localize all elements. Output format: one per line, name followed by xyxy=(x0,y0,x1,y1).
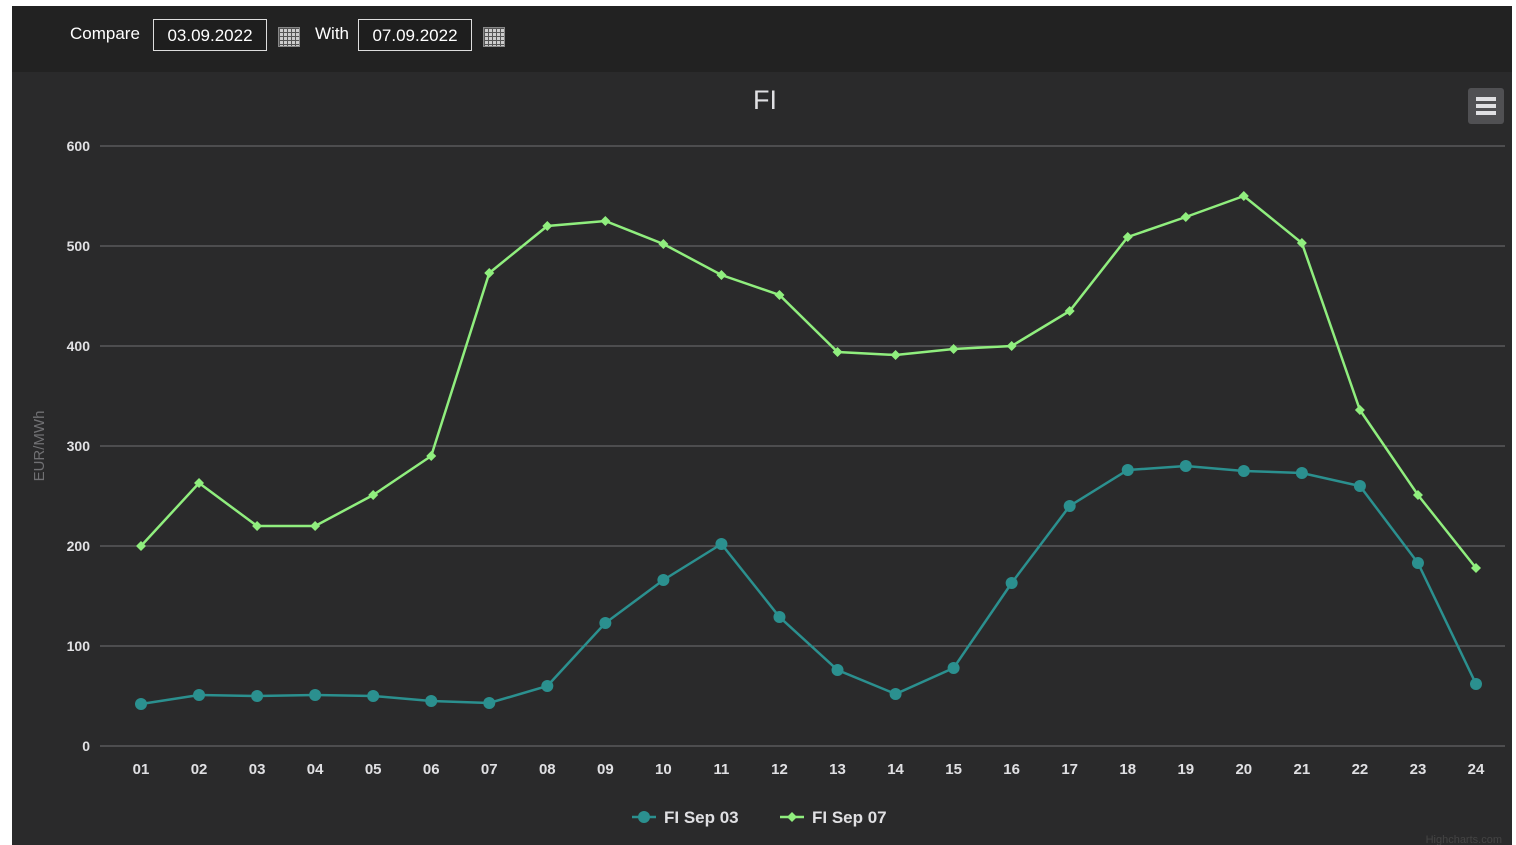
data-point xyxy=(1180,212,1191,222)
series-line xyxy=(140,194,1477,569)
y-tick-label: 300 xyxy=(67,438,91,454)
data-point xyxy=(716,270,727,280)
x-tick-label: 04 xyxy=(307,761,324,778)
calendar-button[interactable] xyxy=(278,27,300,47)
x-tick-label: 17 xyxy=(1061,761,1078,778)
data-point xyxy=(658,239,669,249)
data-point xyxy=(1295,467,1308,479)
chart-title: FI xyxy=(753,85,777,115)
x-tick-label: 18 xyxy=(1119,761,1136,778)
data-point xyxy=(425,695,438,707)
with-label: With xyxy=(315,24,349,43)
x-tick-label: 16 xyxy=(1003,761,1020,778)
data-point xyxy=(1238,191,1249,201)
credits: Highcharts.com xyxy=(1426,834,1502,845)
data-point xyxy=(600,216,611,226)
y-tick-label: 200 xyxy=(67,538,91,554)
screen: Compare 03.09.2022 With 07.09.2022 FI EU… xyxy=(12,6,1512,845)
x-tick-label: 01 xyxy=(133,761,150,778)
x-tick-label: 02 xyxy=(191,761,208,778)
data-point xyxy=(1237,465,1250,477)
legend-label: FI Sep 07 xyxy=(812,808,887,827)
x-tick-label: 21 xyxy=(1294,761,1311,778)
chart: FI EUR/MWh Highcharts.com 0 100 200 300 400 5… xyxy=(31,85,1505,845)
data-point xyxy=(136,541,146,551)
data-point xyxy=(831,664,844,676)
data-point xyxy=(310,521,321,531)
with-date-input[interactable]: 07.09.2022 xyxy=(358,19,472,51)
compare-label: Compare xyxy=(70,24,140,43)
data-point xyxy=(657,574,670,586)
legend-marker xyxy=(638,811,650,823)
data-point xyxy=(1296,238,1307,248)
x-tick-label: 09 xyxy=(597,761,614,778)
data-point xyxy=(890,350,901,360)
data-point xyxy=(426,451,437,461)
y-tick-label: 0 xyxy=(82,738,90,754)
data-point xyxy=(832,347,843,357)
data-point xyxy=(1471,563,1481,573)
x-tick-label: 03 xyxy=(249,761,266,778)
x-tick-label: 05 xyxy=(365,761,382,778)
x-tick-label: 12 xyxy=(771,761,788,778)
data-point xyxy=(948,344,959,354)
x-tick-label: 06 xyxy=(423,761,440,778)
legend-label: FI Sep 03 xyxy=(664,808,739,827)
data-point xyxy=(1353,480,1366,492)
data-point xyxy=(484,268,495,278)
x-tick-label: 10 xyxy=(655,761,672,778)
x-tick-label: 20 xyxy=(1235,761,1252,778)
data-point xyxy=(251,690,264,702)
compare-date-input[interactable]: 03.09.2022 xyxy=(153,19,267,51)
menu-button[interactable] xyxy=(1468,88,1504,124)
data-point xyxy=(1354,405,1365,415)
data-point xyxy=(1005,577,1018,589)
y-tick-label: 400 xyxy=(67,338,91,354)
data-point xyxy=(252,521,263,531)
data-point xyxy=(889,688,902,700)
data-point xyxy=(599,617,612,629)
x-tick-label: 07 xyxy=(481,761,498,778)
x-tick-label: 15 xyxy=(945,761,962,778)
toolbar: Compare 03.09.2022 With 07.09.2022 xyxy=(12,6,1512,72)
y-tick-label: 500 xyxy=(67,238,91,254)
data-point xyxy=(541,680,554,692)
data-point xyxy=(1063,500,1076,512)
data-point xyxy=(715,538,728,550)
data-point xyxy=(1121,464,1134,476)
y-tick-label: 100 xyxy=(67,638,91,654)
y-axis-label: EUR/MWh xyxy=(31,411,48,482)
data-point xyxy=(1470,678,1482,690)
x-tick-label: 14 xyxy=(887,761,904,778)
data-point xyxy=(774,290,785,300)
x-tick-label: 22 xyxy=(1352,761,1369,778)
x-tick-label: 11 xyxy=(714,761,730,778)
data-point xyxy=(773,611,786,623)
data-point xyxy=(1412,490,1423,500)
data-point xyxy=(193,689,206,701)
y-tick-label: 600 xyxy=(67,138,91,154)
x-tick-label: 19 xyxy=(1177,761,1194,778)
legend-marker xyxy=(787,812,797,822)
x-tick-label: 23 xyxy=(1410,761,1427,778)
data-point xyxy=(367,690,380,702)
series-line xyxy=(140,464,1478,706)
calendar-button[interactable] xyxy=(483,27,505,47)
data-point xyxy=(542,221,553,231)
data-point xyxy=(1064,306,1075,316)
data-point xyxy=(368,490,379,500)
data-point xyxy=(1122,232,1133,242)
x-tick-label: 08 xyxy=(539,761,556,778)
data-point xyxy=(1006,341,1017,351)
x-tick-label: 24 xyxy=(1468,761,1485,778)
data-point xyxy=(194,478,205,488)
x-tick-label: 13 xyxy=(829,761,846,778)
data-point xyxy=(483,697,496,709)
data-point xyxy=(309,689,322,701)
data-point xyxy=(1179,460,1192,472)
data-point xyxy=(947,662,960,674)
data-point xyxy=(135,698,147,710)
data-point xyxy=(1411,557,1424,569)
